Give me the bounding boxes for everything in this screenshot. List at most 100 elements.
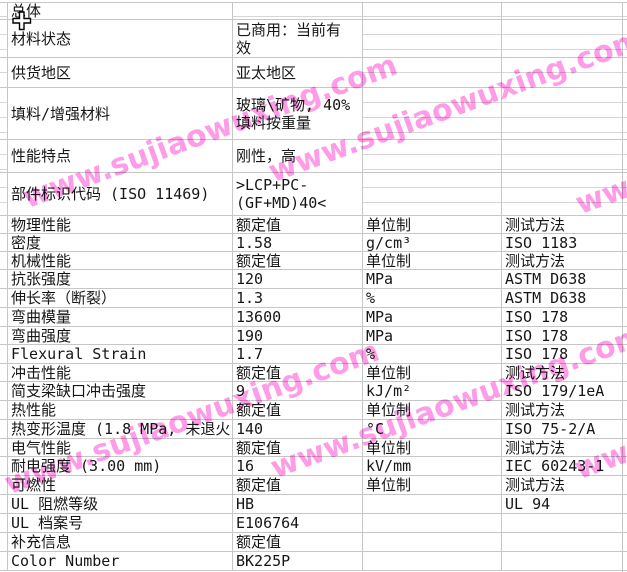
cell-method[interactable]: 测试方法 — [502, 401, 627, 420]
cell-value[interactable]: 已商用：当前有 效 — [233, 20, 363, 58]
cell-unit[interactable] — [363, 533, 502, 552]
cell-value[interactable]: 额定值 — [233, 533, 363, 552]
cell-margin[interactable] — [0, 364, 8, 382]
cell-margin[interactable] — [0, 457, 8, 476]
cell-label[interactable]: 电气性能 — [8, 439, 233, 457]
cell-margin[interactable] — [0, 234, 8, 252]
cell-unit[interactable]: °C — [363, 420, 502, 439]
cell-unit[interactable] — [363, 58, 502, 88]
cell-label[interactable]: 物理性能 — [8, 216, 233, 234]
cell-label[interactable]: 性能特点 — [8, 140, 233, 173]
cell-unit[interactable] — [363, 514, 502, 533]
cell-unit[interactable] — [363, 552, 502, 571]
cell-unit[interactable]: kJ/m² — [363, 382, 502, 401]
cell-label[interactable]: 部件标识代码 (ISO 11469) — [8, 173, 233, 216]
cell-method[interactable]: ASTM D638 — [502, 289, 627, 308]
cell-unit[interactable] — [363, 140, 502, 173]
cell-label[interactable]: 补充信息 — [8, 533, 233, 552]
cell-value[interactable]: BK225P — [233, 552, 363, 571]
cell-value[interactable]: 9 — [233, 382, 363, 401]
cell-value[interactable]: E106764 — [233, 514, 363, 533]
cell-unit[interactable] — [363, 173, 502, 216]
cell-value[interactable]: HB — [233, 495, 363, 514]
cell-unit[interactable]: MPa — [363, 270, 502, 289]
cell-value[interactable]: 额定值 — [233, 364, 363, 382]
cell-method[interactable]: ISO 178 — [502, 308, 627, 327]
cell-label[interactable]: 热性能 — [8, 401, 233, 420]
cell-margin[interactable] — [0, 327, 8, 345]
cell-value[interactable]: 140 — [233, 420, 363, 439]
cell-margin[interactable] — [0, 345, 8, 364]
cell-label[interactable]: UL 阻燃等级 — [8, 495, 233, 514]
cell-label[interactable]: 弯曲强度 — [8, 327, 233, 345]
cell-label[interactable]: 密度 — [8, 234, 233, 252]
cell-margin[interactable] — [0, 252, 8, 270]
cell-value[interactable]: 额定值 — [233, 216, 363, 234]
cell-label[interactable]: 机械性能 — [8, 252, 233, 270]
cell-label[interactable]: UL 档案号 — [8, 514, 233, 533]
cell-method[interactable] — [502, 88, 627, 140]
cell-label[interactable]: 供货地区 — [8, 58, 233, 88]
cell-unit[interactable]: % — [363, 289, 502, 308]
cell-label[interactable]: 弯曲模量 — [8, 308, 233, 327]
cell-value[interactable]: 额定值 — [233, 476, 363, 495]
cell-label[interactable]: Flexural Strain — [8, 345, 233, 364]
cell-method[interactable] — [502, 2, 627, 20]
cell-unit[interactable] — [363, 20, 502, 58]
cell-value[interactable]: >LCP+PC- (GF+MD)40< — [233, 173, 363, 216]
cell-margin[interactable] — [0, 439, 8, 457]
cell-margin[interactable] — [0, 88, 8, 140]
cell-unit[interactable]: 单位制 — [363, 439, 502, 457]
cell-unit[interactable]: % — [363, 345, 502, 364]
cell-margin[interactable] — [0, 58, 8, 88]
cell-unit[interactable] — [363, 495, 502, 514]
cell-margin[interactable] — [0, 270, 8, 289]
cell-method[interactable]: 测试方法 — [502, 364, 627, 382]
cell-label[interactable]: 总体 — [8, 2, 233, 20]
cell-value[interactable]: 刚性，高 — [233, 140, 363, 173]
cell-margin[interactable] — [0, 289, 8, 308]
cell-margin[interactable] — [0, 495, 8, 514]
cell-value[interactable]: 额定值 — [233, 439, 363, 457]
cell-method[interactable] — [502, 173, 627, 216]
cell-value[interactable]: 玻璃\矿物, 40% 填料按重量 — [233, 88, 363, 140]
cell-unit[interactable]: 单位制 — [363, 216, 502, 234]
cell-label[interactable]: 热变形温度 (1.8 MPa, 未退火) — [8, 420, 233, 439]
cell-unit[interactable]: g/cm³ — [363, 234, 502, 252]
cell-margin[interactable] — [0, 308, 8, 327]
cell-margin[interactable] — [0, 552, 8, 571]
cell-margin[interactable] — [0, 514, 8, 533]
cell-method[interactable]: 测试方法 — [502, 252, 627, 270]
cell-method[interactable]: 测试方法 — [502, 476, 627, 495]
cell-method[interactable]: ISO 179/1eA — [502, 382, 627, 401]
cell-method[interactable] — [502, 140, 627, 173]
cell-method[interactable]: IEC 60243-1 — [502, 457, 627, 476]
cell-unit[interactable]: 单位制 — [363, 476, 502, 495]
cell-value[interactable]: 亚太地区 — [233, 58, 363, 88]
cell-margin[interactable] — [0, 420, 8, 439]
cell-method[interactable]: ISO 1183 — [502, 234, 627, 252]
cell-unit[interactable]: 单位制 — [363, 252, 502, 270]
cell-value[interactable] — [233, 2, 363, 20]
cell-label[interactable]: 可燃性 — [8, 476, 233, 495]
cell-unit[interactable]: 单位制 — [363, 364, 502, 382]
cell-label[interactable]: 伸长率（断裂） — [8, 289, 233, 308]
cell-value[interactable]: 额定值 — [233, 401, 363, 420]
cell-margin[interactable] — [0, 2, 8, 20]
cell-label[interactable]: 冲击性能 — [8, 364, 233, 382]
cell-unit[interactable] — [363, 88, 502, 140]
cell-value[interactable]: 额定值 — [233, 252, 363, 270]
cell-method[interactable]: ISO 178 — [502, 345, 627, 364]
cell-label[interactable]: 耐电强度 (3.00 mm) — [8, 457, 233, 476]
cell-value[interactable]: 1.58 — [233, 234, 363, 252]
cell-margin[interactable] — [0, 382, 8, 401]
cell-unit[interactable]: kV/mm — [363, 457, 502, 476]
cell-label[interactable]: 填料/增强材料 — [8, 88, 233, 140]
cell-value[interactable]: 120 — [233, 270, 363, 289]
cell-method[interactable]: ASTM D638 — [502, 270, 627, 289]
cell-unit[interactable]: 单位制 — [363, 401, 502, 420]
cell-label[interactable]: Color Number — [8, 552, 233, 571]
cell-unit[interactable]: MPa — [363, 327, 502, 345]
cell-method[interactable]: ISO 178 — [502, 327, 627, 345]
cell-method[interactable] — [502, 533, 627, 552]
